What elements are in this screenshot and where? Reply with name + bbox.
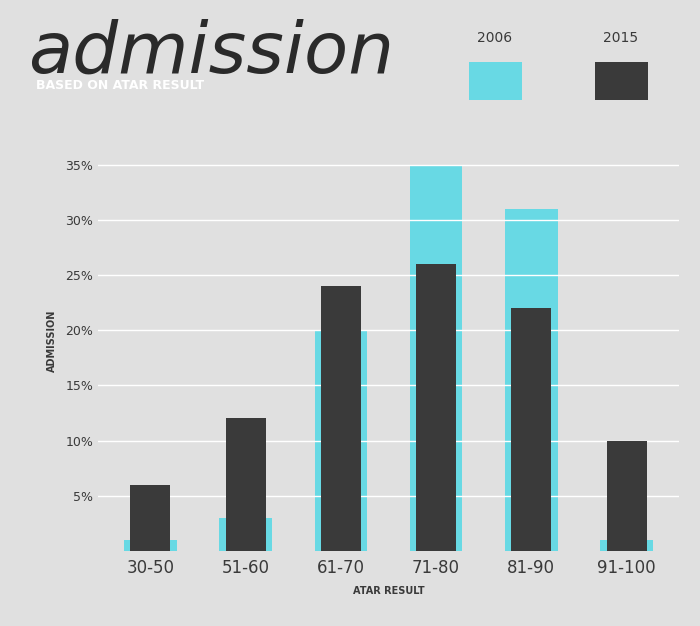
Bar (410, 165, 462, 551)
Bar (219, 518, 272, 551)
Bar (321, 286, 361, 551)
Bar (595, 63, 648, 100)
Text: 2015: 2015 (603, 31, 638, 45)
Text: 2006: 2006 (477, 31, 512, 45)
Bar (130, 485, 170, 551)
Bar (469, 63, 522, 100)
Bar (416, 264, 456, 551)
Bar (225, 418, 265, 551)
Bar (505, 208, 558, 551)
Bar (124, 540, 176, 551)
X-axis label: ATAR RESULT: ATAR RESULT (353, 585, 424, 595)
Y-axis label: ADMISSION: ADMISSION (47, 310, 57, 372)
Bar (607, 441, 647, 551)
Bar (512, 308, 552, 551)
Bar (315, 330, 367, 551)
Text: BASED ON ATAR RESULT: BASED ON ATAR RESULT (36, 79, 204, 91)
Text: admission: admission (28, 19, 394, 88)
Bar (601, 540, 653, 551)
